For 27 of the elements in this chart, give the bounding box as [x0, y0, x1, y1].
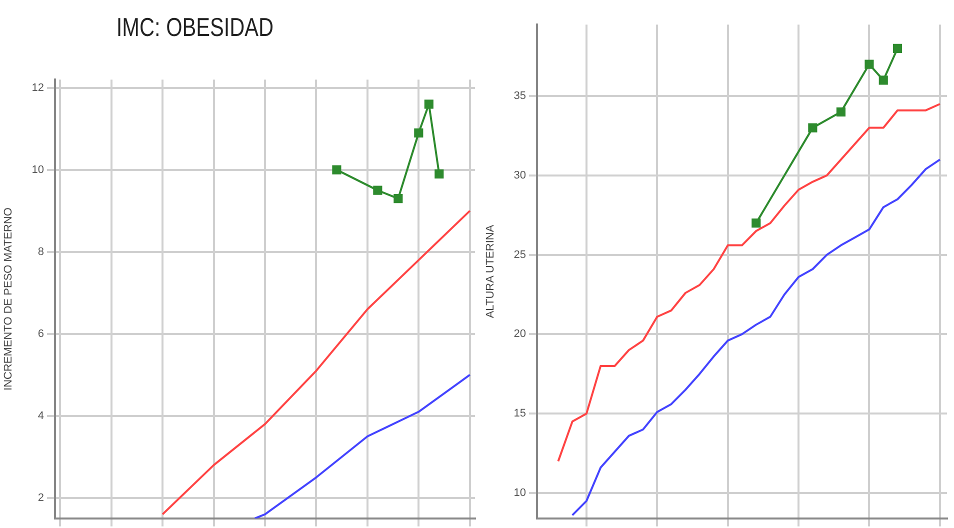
point [394, 194, 403, 204]
point [892, 44, 902, 53]
point [836, 107, 846, 116]
point [332, 165, 342, 174]
y-tick-label: 35 [514, 90, 526, 102]
y-axis-title: INCREMENTO DE PESO MATERNO [2, 207, 15, 390]
point [434, 169, 444, 178]
y-tick-label: 10 [514, 487, 526, 500]
point [752, 218, 761, 228]
point [864, 60, 874, 69]
y-tick-label: 12 [32, 82, 44, 94]
y-tick-label: 15 [514, 408, 526, 420]
y-tick-label: 25 [514, 248, 526, 261]
y-tick-label: 20 [514, 328, 526, 340]
y-tick-label: 6 [38, 328, 44, 340]
point [373, 186, 382, 195]
y-tick-label: 2 [38, 492, 44, 504]
chart-title: IMC: OBESIDAD [115, 12, 275, 43]
y-tick-label: 4 [38, 410, 44, 422]
point [808, 123, 818, 132]
y-tick-label: 8 [38, 246, 44, 258]
point [424, 100, 434, 109]
point [878, 76, 888, 85]
point [414, 128, 424, 138]
y-tick-label: 10 [32, 164, 44, 176]
y-tick-label: 30 [514, 169, 526, 182]
y-axis-title: ALTURA UTERINA [484, 224, 497, 318]
